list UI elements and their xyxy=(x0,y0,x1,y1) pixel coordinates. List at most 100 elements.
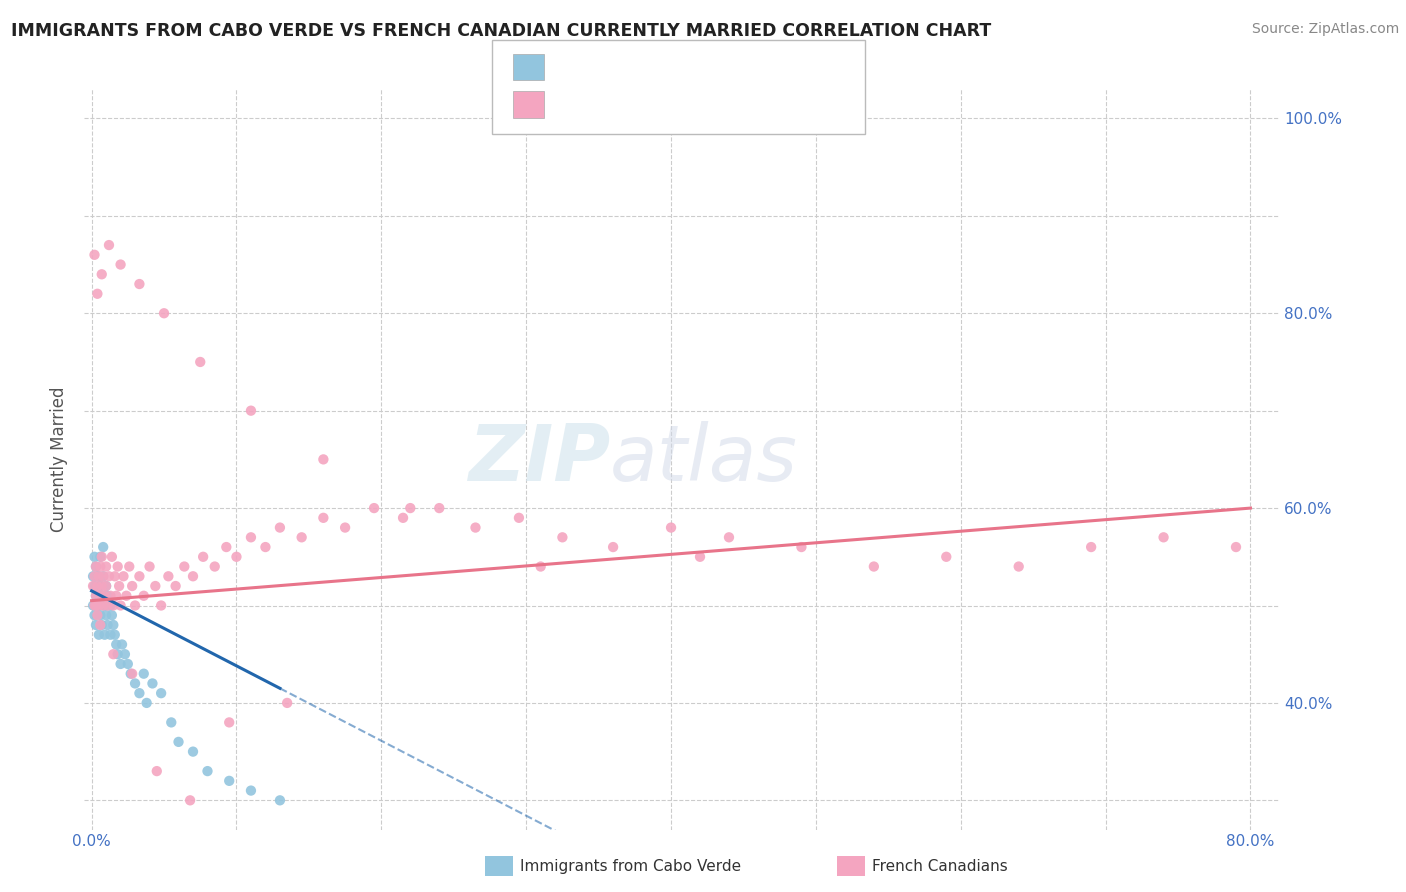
Point xyxy=(276,696,298,710)
Point xyxy=(146,764,169,778)
Point xyxy=(254,540,277,554)
Point xyxy=(1153,530,1175,544)
Point xyxy=(239,530,262,544)
Point xyxy=(110,657,132,671)
Point xyxy=(83,599,105,613)
Text: 0.184: 0.184 xyxy=(602,94,665,112)
Point xyxy=(132,666,155,681)
Point xyxy=(551,530,574,544)
Point xyxy=(110,599,132,613)
Point xyxy=(157,569,180,583)
Point xyxy=(312,511,335,525)
Y-axis label: Currently Married: Currently Married xyxy=(51,386,69,533)
Point xyxy=(83,579,105,593)
Point xyxy=(83,569,105,583)
Point xyxy=(84,618,107,632)
Point xyxy=(181,745,204,759)
Point xyxy=(89,589,111,603)
Point xyxy=(96,589,118,603)
Point xyxy=(83,608,105,623)
Point xyxy=(104,628,127,642)
Point xyxy=(399,501,422,516)
Point xyxy=(1225,540,1247,554)
Point xyxy=(84,559,107,574)
Point xyxy=(115,589,138,603)
Text: French Canadians: French Canadians xyxy=(872,859,1008,873)
Point xyxy=(464,520,486,534)
Point xyxy=(225,549,247,564)
Point xyxy=(98,238,121,252)
Point xyxy=(121,666,143,681)
Text: -0.301: -0.301 xyxy=(602,55,666,73)
Point xyxy=(120,666,142,681)
Point xyxy=(132,589,155,603)
Point xyxy=(135,696,157,710)
Point xyxy=(86,579,108,593)
Point xyxy=(112,569,135,583)
Point xyxy=(83,248,105,262)
Point xyxy=(82,579,104,593)
Point xyxy=(689,549,711,564)
Point xyxy=(427,501,450,516)
Point xyxy=(124,676,146,690)
Point xyxy=(141,676,163,690)
Point xyxy=(150,686,173,700)
Point xyxy=(89,579,111,593)
Point xyxy=(91,569,114,583)
Point xyxy=(128,277,150,291)
Point xyxy=(218,773,240,788)
Point xyxy=(86,286,108,301)
Point xyxy=(94,608,117,623)
Point xyxy=(84,559,107,574)
Point xyxy=(101,549,124,564)
Point xyxy=(197,764,219,778)
Text: N = 89: N = 89 xyxy=(696,94,763,112)
Point xyxy=(173,559,195,574)
Point xyxy=(333,520,356,534)
Point xyxy=(100,589,122,603)
Point xyxy=(138,559,160,574)
Point xyxy=(312,452,335,467)
Point xyxy=(100,599,122,613)
Point xyxy=(107,559,129,574)
Point xyxy=(90,579,112,593)
Point xyxy=(105,589,128,603)
Point xyxy=(165,579,187,593)
Point xyxy=(530,559,553,574)
Point xyxy=(89,608,111,623)
Point xyxy=(103,647,125,661)
Point xyxy=(98,599,121,613)
Point xyxy=(94,559,117,574)
Point xyxy=(84,589,107,603)
Point xyxy=(89,618,111,632)
Point xyxy=(91,599,114,613)
Point xyxy=(239,403,262,417)
Point xyxy=(96,599,118,613)
Point xyxy=(1080,540,1102,554)
Point xyxy=(269,793,291,807)
Point xyxy=(790,540,813,554)
Point xyxy=(117,657,139,671)
Point xyxy=(863,559,886,574)
Point xyxy=(91,569,114,583)
Point xyxy=(105,637,128,651)
Point xyxy=(93,589,115,603)
Point xyxy=(508,511,530,525)
Text: IMMIGRANTS FROM CABO VERDE VS FRENCH CANADIAN CURRENTLY MARRIED CORRELATION CHAR: IMMIGRANTS FROM CABO VERDE VS FRENCH CAN… xyxy=(11,22,991,40)
Point xyxy=(94,579,117,593)
Point xyxy=(89,559,111,574)
Point xyxy=(87,569,110,583)
Point xyxy=(107,647,129,661)
Point xyxy=(87,599,110,613)
Text: Immigrants from Cabo Verde: Immigrants from Cabo Verde xyxy=(520,859,741,873)
Point xyxy=(86,599,108,613)
Point xyxy=(87,569,110,583)
Point xyxy=(94,579,117,593)
Point xyxy=(392,511,415,525)
Text: atlas: atlas xyxy=(610,421,799,498)
Point xyxy=(179,793,201,807)
Point xyxy=(188,355,211,369)
Point xyxy=(101,608,124,623)
Point xyxy=(150,599,173,613)
Point xyxy=(98,569,121,583)
